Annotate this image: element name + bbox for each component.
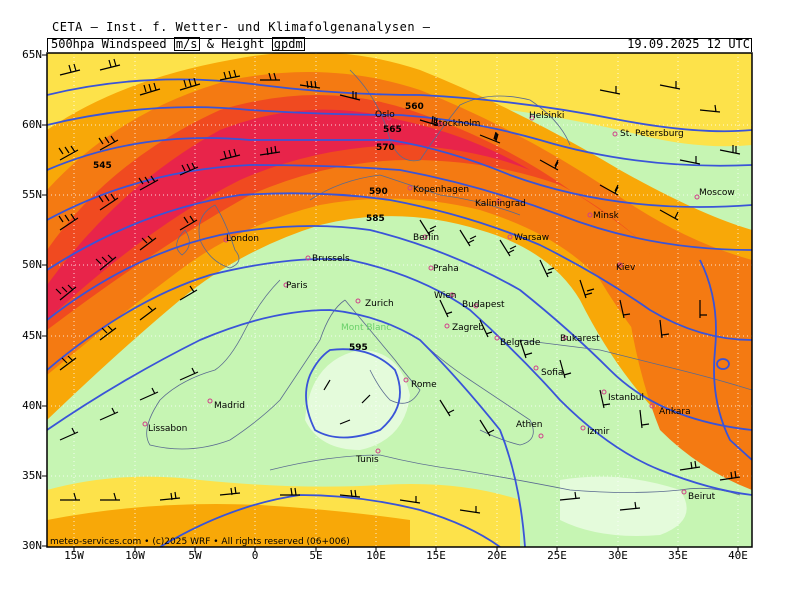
city-label: London	[226, 234, 259, 244]
lon-label: 35E	[668, 549, 688, 562]
lat-label: 60N	[22, 118, 42, 131]
city-label: Ankara	[659, 407, 691, 417]
lon-label: 30E	[608, 549, 628, 562]
city-label: Istanbul	[608, 393, 644, 403]
city-label: Kaliningrad	[475, 199, 526, 209]
wind-barbs	[55, 58, 741, 514]
lat-label: 35N	[22, 469, 42, 482]
height-label: 595	[349, 343, 368, 353]
field-label-part: & Height	[206, 37, 265, 51]
city-label: Kiev	[616, 263, 636, 273]
city-label: Minsk	[593, 211, 620, 221]
city-label: Belgrade	[500, 338, 541, 348]
city-label: Helsinki	[529, 111, 564, 121]
graticule	[47, 53, 752, 547]
city-label: Mont Blanc	[341, 323, 391, 333]
city-label: Warsaw	[514, 233, 549, 243]
height-label: 590	[369, 187, 388, 197]
lon-label: 10E	[366, 549, 386, 562]
lat-label: 40N	[22, 399, 42, 412]
lat-label: 30N	[22, 539, 42, 552]
height-label: 545	[93, 161, 112, 171]
height-label: 560	[405, 102, 424, 112]
lat-label: 50N	[22, 258, 42, 271]
lat-label: 55N	[22, 188, 42, 201]
city-label: St. Petersburg	[620, 129, 684, 139]
city-label: Wien	[434, 291, 456, 301]
lon-label: 5W	[188, 549, 202, 562]
city-markers	[142, 115, 700, 495]
coastlines	[146, 69, 752, 496]
field-label: 500hpa Windspeed m/s & Height gpdm	[51, 37, 305, 51]
lon-label: 5E	[309, 549, 323, 562]
city-label: Izmir	[587, 427, 610, 437]
city-label: Beirut	[688, 492, 716, 502]
lon-label: 0	[251, 549, 259, 562]
field-unit-box: gpdm	[271, 37, 305, 51]
lon-label: 25E	[547, 549, 567, 562]
city-label: Oslo	[375, 110, 395, 120]
lat-label: 45N	[22, 329, 42, 342]
header-bar	[47, 38, 752, 52]
field-label-part: 500hpa Windspeed	[51, 37, 167, 51]
lon-label: 15W	[64, 549, 84, 562]
height-label: 585	[366, 214, 385, 224]
height-label: 565	[383, 125, 402, 135]
lon-label: 10W	[125, 549, 145, 562]
city-label: Athen	[516, 420, 542, 430]
city-label: Kopenhagen	[413, 185, 469, 195]
copyright-footer: meteo-services.com • (c)2025 WRF • All r…	[50, 537, 350, 547]
lon-label: 15E	[426, 549, 446, 562]
city-label: Budapest	[462, 300, 505, 310]
lat-label: 65N	[22, 48, 42, 61]
axis-ticks	[42, 54, 739, 552]
city-label: Brussels	[312, 254, 350, 264]
eastern-fast-zone	[630, 250, 752, 490]
valid-datetime: 19.09.2025 12 UTC	[627, 37, 750, 51]
city-label: Praha	[433, 264, 459, 274]
city-label: Bukarest	[560, 334, 600, 344]
lon-label: 40E	[728, 549, 748, 562]
height-contours	[47, 78, 752, 547]
city-label: Rome	[411, 380, 437, 390]
city-label: Tunis	[355, 455, 379, 465]
city-label: Sofia	[541, 368, 563, 378]
calm-core	[305, 350, 410, 450]
field-unit-box: m/s	[173, 37, 200, 51]
map-frame	[46, 52, 753, 548]
city-label: Stockholm	[433, 119, 480, 129]
chart-title: CETA — Inst. f. Wetter- und Klimafolgena…	[52, 20, 431, 34]
city-label: Zurich	[365, 299, 394, 309]
wind-speed-field: 560 565 570 545 590 585 595 Oslo Stockho…	[47, 53, 752, 547]
jet-core	[47, 109, 530, 320]
city-label: Zagreb	[452, 323, 484, 333]
city-label: Madrid	[214, 401, 245, 411]
city-label: Berlin	[413, 233, 439, 243]
city-label: Moscow	[699, 188, 735, 198]
city-label: Paris	[286, 281, 308, 291]
height-label: 570	[376, 143, 395, 153]
lon-label: 20E	[487, 549, 507, 562]
city-label: Lissabon	[148, 424, 187, 434]
southern-gold-zone	[47, 504, 410, 547]
